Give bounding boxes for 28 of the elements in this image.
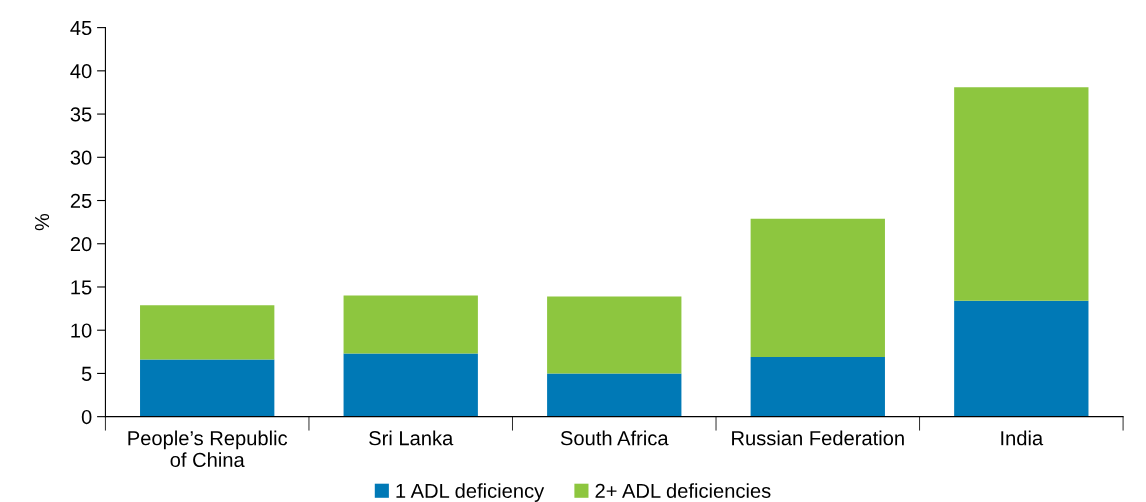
x-tick-label: South Africa [560, 430, 669, 446]
bar [954, 87, 1089, 301]
x-tick-label: India [1001, 430, 1044, 446]
y-tick-label: 30 [70, 150, 92, 165]
bar [547, 296, 682, 374]
y-tick-label: 10 [71, 323, 92, 338]
y-tick-label: 35 [70, 107, 92, 122]
y-tick-label: 15 [71, 280, 92, 295]
y-axis-title: % [35, 213, 50, 231]
bar [750, 218, 885, 358]
x-tick-label: Sri Lanka [369, 430, 454, 446]
bar [140, 359, 275, 417]
y-tick-label: 40 [70, 64, 92, 79]
bar [547, 373, 682, 417]
x-tick-label: People’s Republic of China [128, 430, 288, 468]
y-tick-label: 45 [70, 21, 92, 36]
bar [343, 353, 478, 417]
y-tick-label: 0 [81, 409, 92, 425]
bar [140, 305, 275, 360]
y-tick-label: 25 [70, 193, 92, 209]
legend-label: 2+ ADL deficiencies [595, 483, 771, 498]
legend-label: 1 ADL deficiency [396, 483, 545, 502]
bar [750, 357, 885, 417]
y-tick-label: 5 [81, 366, 92, 381]
y-tick-label: 20 [70, 236, 92, 252]
bar [954, 300, 1089, 417]
x-tick-label: Russian Federation [732, 430, 904, 446]
bar [343, 295, 478, 354]
